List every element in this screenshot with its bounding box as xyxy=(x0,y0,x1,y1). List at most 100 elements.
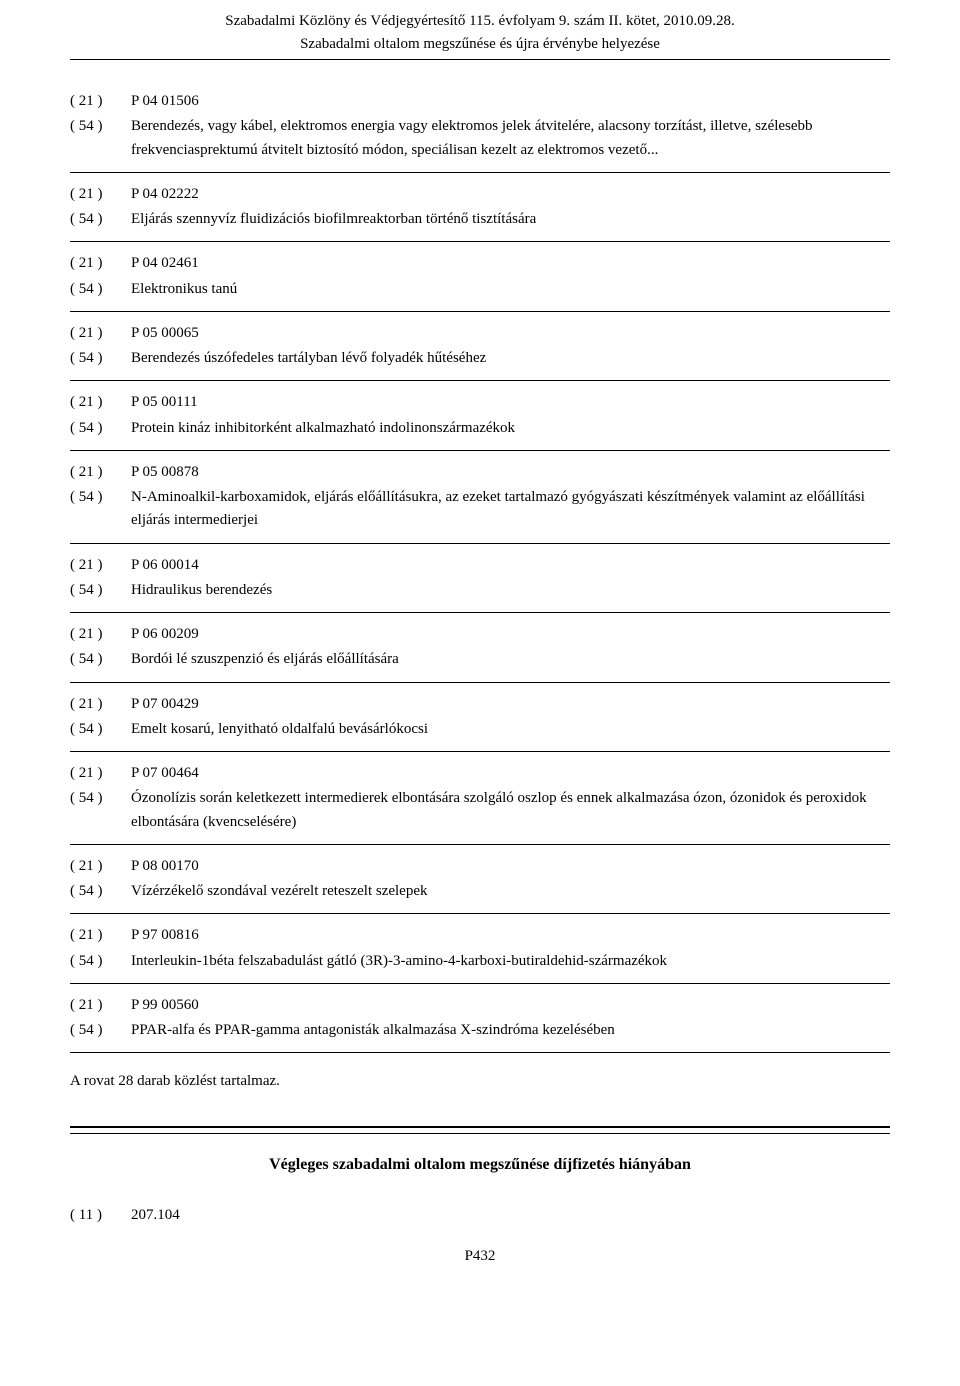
inid-code-21: ( 21 ) xyxy=(70,183,125,206)
patent-id: P 04 02222 xyxy=(125,183,890,206)
inid-code-21: ( 21 ) xyxy=(70,391,125,414)
entry-id-row: ( 21 ) P 99 00560 xyxy=(70,994,890,1017)
patent-id: P 06 00209 xyxy=(125,623,890,646)
patent-entry: ( 21 ) P 05 00111 ( 54 ) Protein kináz i… xyxy=(70,391,890,440)
patent-entry: ( 21 ) P 06 00209 ( 54 ) Bordói lé szusz… xyxy=(70,623,890,672)
patent-id: P 97 00816 xyxy=(125,924,890,947)
patent-entry: ( 21 ) P 04 02461 ( 54 ) Elektronikus ta… xyxy=(70,252,890,301)
inid-code-21: ( 21 ) xyxy=(70,855,125,878)
entry-title-row: ( 54 ) Berendezés úszófedeles tartályban… xyxy=(70,347,890,370)
patent-title: Emelt kosarú, lenyitható oldalfalú bevás… xyxy=(125,718,890,741)
patent-title: PPAR-alfa és PPAR-gamma antagonisták alk… xyxy=(125,1019,890,1042)
section-divider xyxy=(70,1126,890,1134)
patent-entry: ( 21 ) P 97 00816 ( 54 ) Interleukin-1bé… xyxy=(70,924,890,973)
page-footer: P432 xyxy=(70,1248,890,1265)
header-line-1: Szabadalmi Közlöny és Védjegyértesítő 11… xyxy=(70,10,890,33)
patent-title: N-Aminoalkil-karboxamidok, eljárás előál… xyxy=(125,486,890,533)
entry-divider xyxy=(70,1052,890,1053)
inid-code-54: ( 54 ) xyxy=(70,950,125,973)
patent-entry: ( 21 ) P 99 00560 ( 54 ) PPAR-alfa és PP… xyxy=(70,994,890,1043)
inid-code-21: ( 21 ) xyxy=(70,762,125,785)
patent-entry: ( 21 ) P 08 00170 ( 54 ) Vízérzékelő szo… xyxy=(70,855,890,904)
section-divider-inner xyxy=(70,1133,890,1134)
inid-code-11: ( 11 ) xyxy=(70,1204,125,1227)
inid-code-21: ( 21 ) xyxy=(70,924,125,947)
entry-title-row: ( 54 ) N-Aminoalkil-karboxamidok, eljárá… xyxy=(70,486,890,533)
entry-title-row: ( 54 ) Elektronikus tanú xyxy=(70,278,890,301)
patent-id: P 05 00111 xyxy=(125,391,890,414)
entry-divider xyxy=(70,311,890,312)
patent-title: Bordói lé szuszpenzió és eljárás előállí… xyxy=(125,648,890,671)
entry-id-row: ( 21 ) P 07 00464 xyxy=(70,762,890,785)
entry-title-row: ( 54 ) Vízérzékelő szondával vezérelt re… xyxy=(70,880,890,903)
inid-code-54: ( 54 ) xyxy=(70,787,125,810)
inid-code-21: ( 21 ) xyxy=(70,554,125,577)
entry-title-row: ( 54 ) Eljárás szennyvíz fluidizációs bi… xyxy=(70,208,890,231)
patent-title: Berendezés úszófedeles tartályban lévő f… xyxy=(125,347,890,370)
entry-divider xyxy=(70,543,890,544)
entry-divider xyxy=(70,380,890,381)
entry-id-row: ( 21 ) P 05 00065 xyxy=(70,322,890,345)
patent-id: P 99 00560 xyxy=(125,994,890,1017)
entry-divider xyxy=(70,450,890,451)
section-title: Végleges szabadalmi oltalom megszűnése d… xyxy=(70,1156,890,1174)
entry-title-row: ( 54 ) Emelt kosarú, lenyitható oldalfal… xyxy=(70,718,890,741)
inid-code-21: ( 21 ) xyxy=(70,693,125,716)
inid-code-54: ( 54 ) xyxy=(70,347,125,370)
patent-entry: ( 21 ) P 04 02222 ( 54 ) Eljárás szennyv… xyxy=(70,183,890,232)
header-line-2: Szabadalmi oltalom megszűnése és újra ér… xyxy=(70,33,890,56)
entry-title-row: ( 54 ) PPAR-alfa és PPAR-gamma antagonis… xyxy=(70,1019,890,1042)
entry-id-row: ( 21 ) P 04 02222 xyxy=(70,183,890,206)
patent-title: Elektronikus tanú xyxy=(125,278,890,301)
inid-code-54: ( 54 ) xyxy=(70,1019,125,1042)
patent-title: Hidraulikus berendezés xyxy=(125,579,890,602)
entry-title-row: ( 54 ) Protein kináz inhibitorként alkal… xyxy=(70,417,890,440)
entry-divider xyxy=(70,983,890,984)
entry-id-row: ( 21 ) P 05 00878 xyxy=(70,461,890,484)
inid-code-54: ( 54 ) xyxy=(70,417,125,440)
entry-id-row: ( 21 ) P 08 00170 xyxy=(70,855,890,878)
patent-title: Interleukin-1béta felszabadulást gátló (… xyxy=(125,950,890,973)
patent-title: Ózonolízis során keletkezett intermedier… xyxy=(125,787,890,834)
entry-title-row: ( 54 ) Bordói lé szuszpenzió és eljárás … xyxy=(70,648,890,671)
inid-code-54: ( 54 ) xyxy=(70,486,125,509)
inid-code-21: ( 21 ) xyxy=(70,623,125,646)
patent-id: P 07 00429 xyxy=(125,693,890,716)
entry-divider xyxy=(70,913,890,914)
page-header: Szabadalmi Közlöny és Védjegyértesítő 11… xyxy=(70,10,890,60)
patent-title: Vízérzékelő szondával vezérelt reteszelt… xyxy=(125,880,890,903)
patent-entry: ( 21 ) P 05 00065 ( 54 ) Berendezés úszó… xyxy=(70,322,890,371)
patent-entry: ( 21 ) P 07 00429 ( 54 ) Emelt kosarú, l… xyxy=(70,693,890,742)
entry-id-row: ( 21 ) P 07 00429 xyxy=(70,693,890,716)
entry-title-row: ( 54 ) Ózonolízis során keletkezett inte… xyxy=(70,787,890,834)
entry-divider xyxy=(70,844,890,845)
patent-entry: ( 21 ) P 04 01506 ( 54 ) Berendezés, vag… xyxy=(70,90,890,162)
entry-id-row: ( 21 ) P 04 01506 xyxy=(70,90,890,113)
patent-id: P 06 00014 xyxy=(125,554,890,577)
entry-title-row: ( 54 ) Berendezés, vagy kábel, elektromo… xyxy=(70,115,890,162)
inid-code-54: ( 54 ) xyxy=(70,579,125,602)
entry-divider xyxy=(70,682,890,683)
section-summary: A rovat 28 darab közlést tartalmaz. xyxy=(70,1073,890,1090)
entry-divider xyxy=(70,751,890,752)
inid-code-21: ( 21 ) xyxy=(70,461,125,484)
inid-code-21: ( 21 ) xyxy=(70,322,125,345)
entry-id-row: ( 21 ) P 97 00816 xyxy=(70,924,890,947)
entry-id-row: ( 21 ) P 06 00014 xyxy=(70,554,890,577)
entry-divider xyxy=(70,172,890,173)
entry-id-row: ( 21 ) P 05 00111 xyxy=(70,391,890,414)
inid-code-54: ( 54 ) xyxy=(70,648,125,671)
entry-divider xyxy=(70,612,890,613)
patent-title: Eljárás szennyvíz fluidizációs biofilmre… xyxy=(125,208,890,231)
patent-entry: ( 21 ) P 06 00014 ( 54 ) Hidraulikus ber… xyxy=(70,554,890,603)
patent-id: P 05 00065 xyxy=(125,322,890,345)
patent-id: P 08 00170 xyxy=(125,855,890,878)
entry-title-row: ( 54 ) Interleukin-1béta felszabadulást … xyxy=(70,950,890,973)
patent-id: P 07 00464 xyxy=(125,762,890,785)
entry-divider xyxy=(70,241,890,242)
patent-id: P 04 02461 xyxy=(125,252,890,275)
entry-id-row: ( 11 ) 207.104 xyxy=(70,1204,890,1227)
inid-code-54: ( 54 ) xyxy=(70,880,125,903)
inid-code-54: ( 54 ) xyxy=(70,208,125,231)
patent-title: Berendezés, vagy kábel, elektromos energ… xyxy=(125,115,890,162)
